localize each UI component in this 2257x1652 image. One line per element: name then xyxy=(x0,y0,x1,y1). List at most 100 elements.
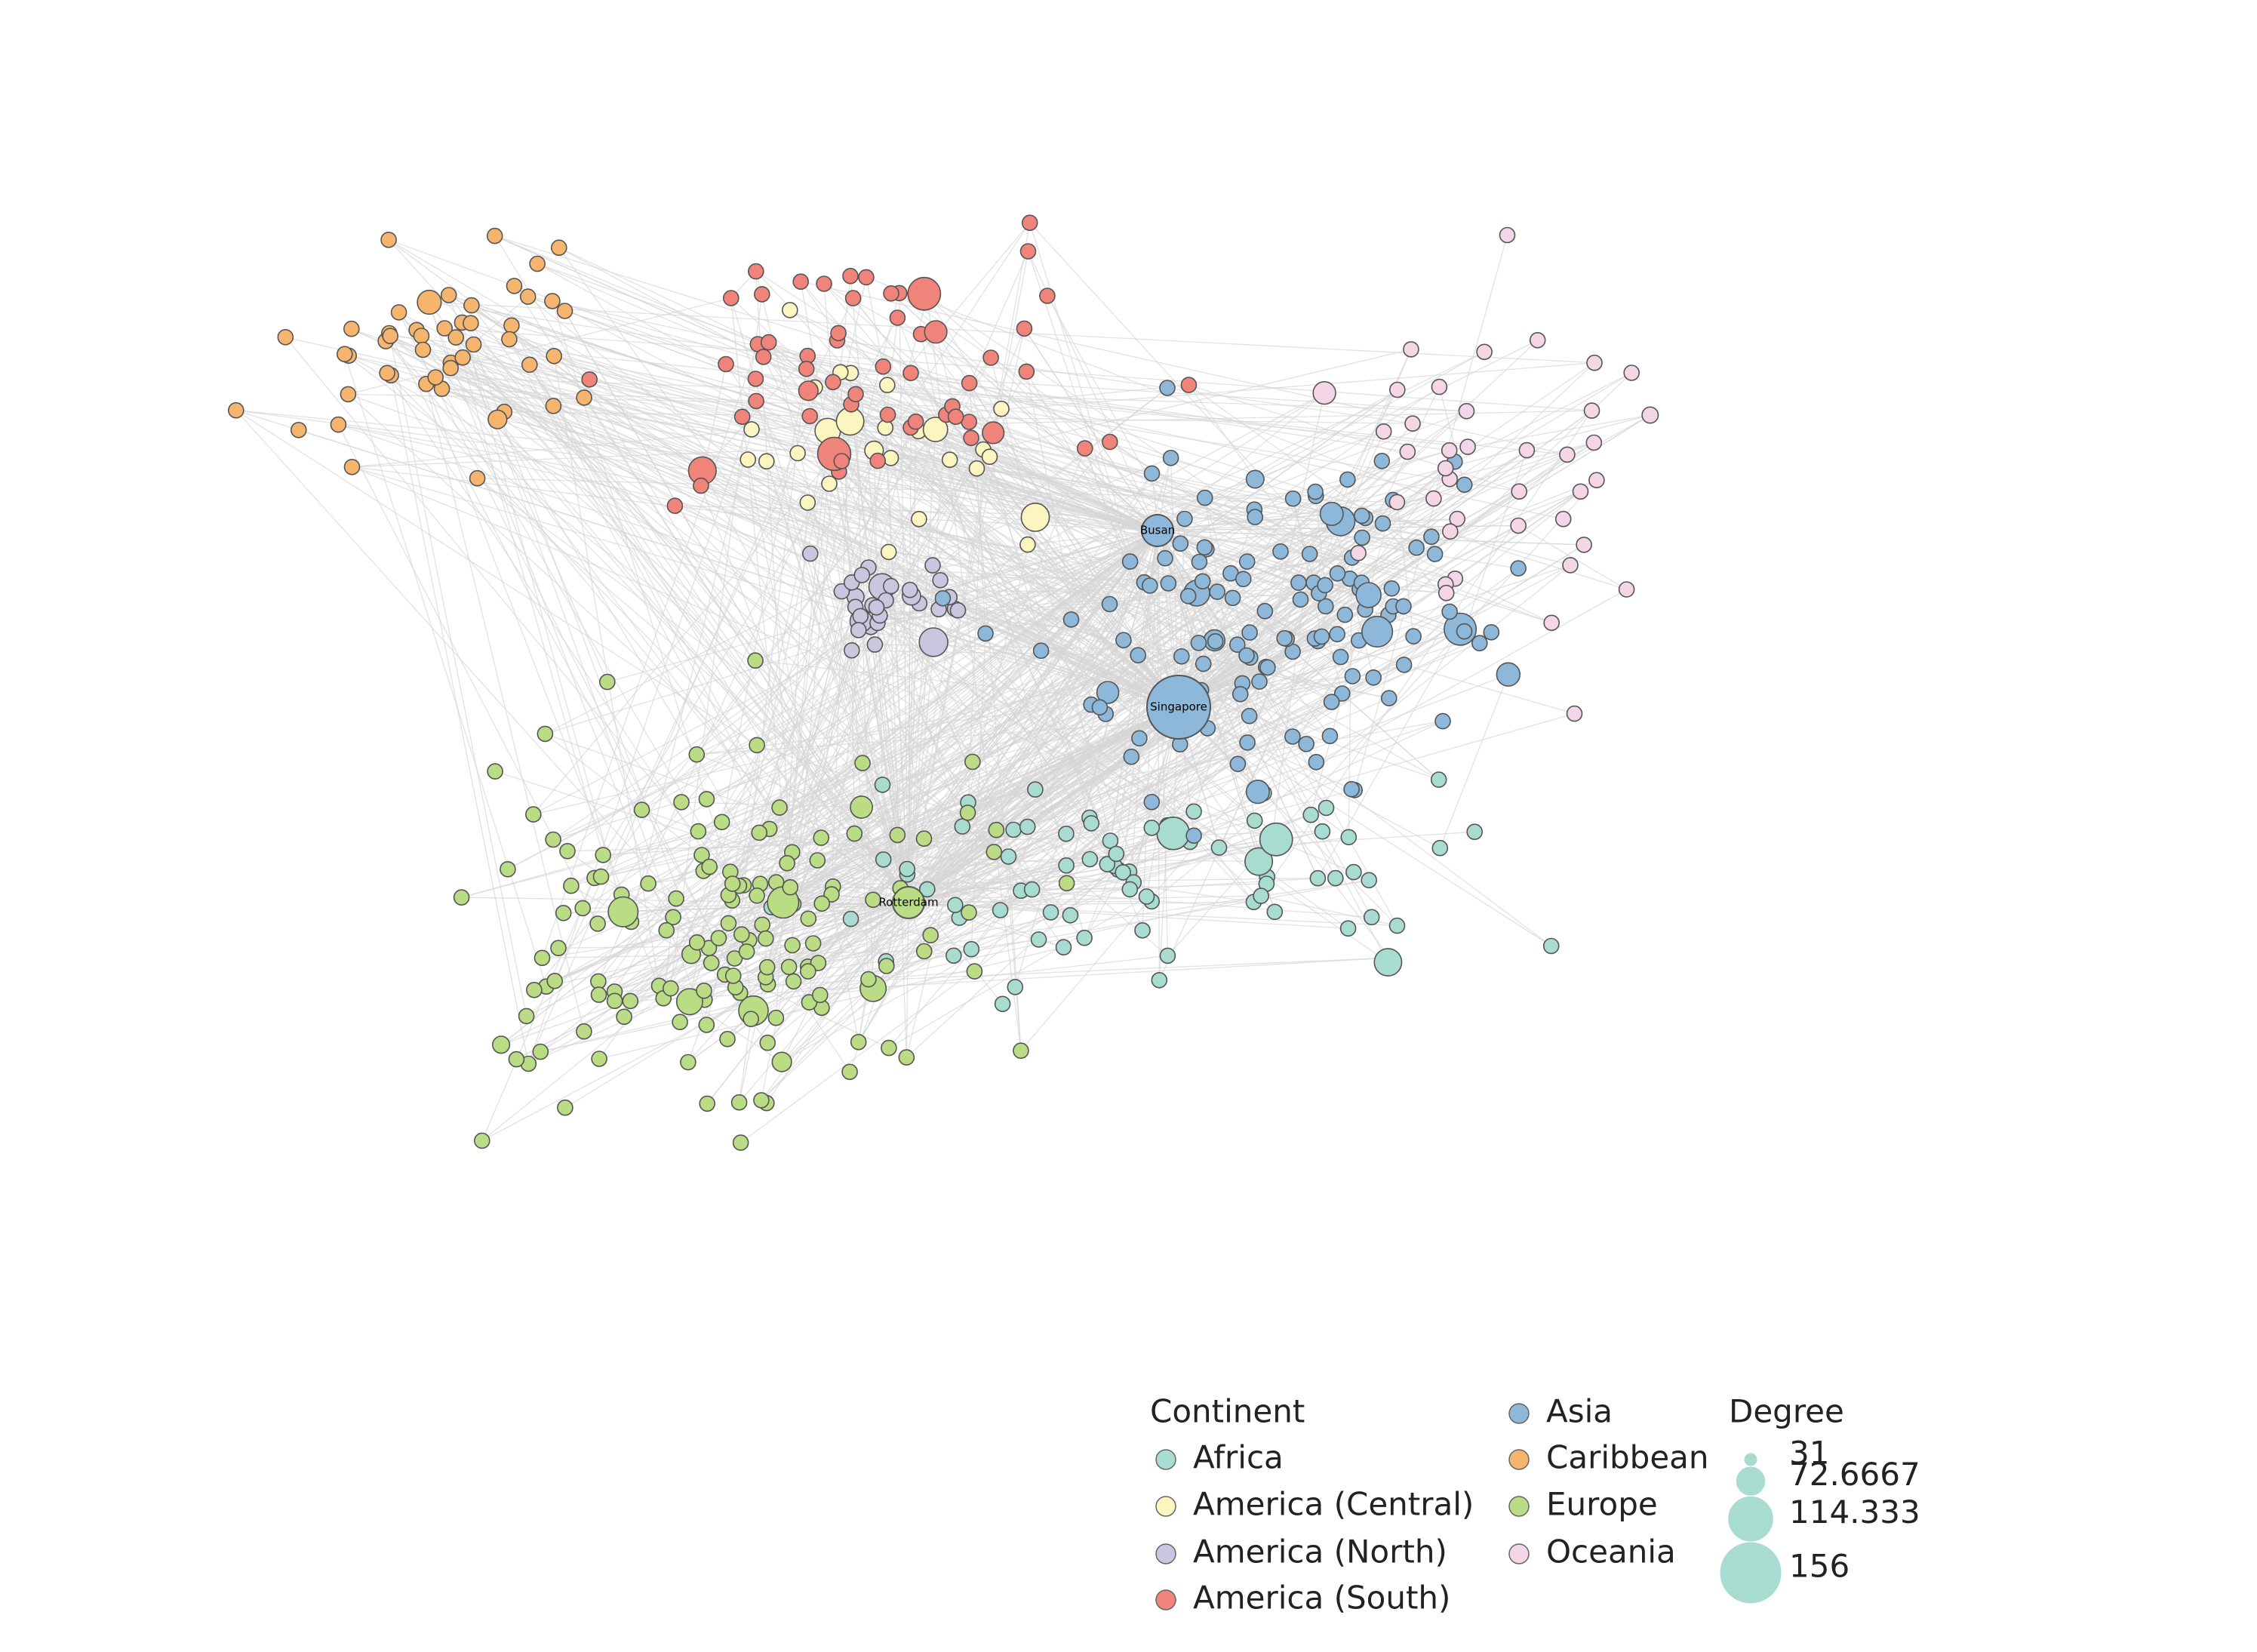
edge xyxy=(749,642,1481,941)
edge xyxy=(1047,295,1398,926)
node xyxy=(595,847,612,863)
edge xyxy=(663,427,886,999)
node xyxy=(732,1134,749,1151)
edge xyxy=(389,333,527,1017)
node xyxy=(1224,589,1241,607)
node xyxy=(1586,354,1603,371)
node xyxy=(640,875,656,892)
edge xyxy=(666,530,1158,931)
node xyxy=(524,806,542,823)
node xyxy=(771,1051,792,1072)
node xyxy=(941,451,958,469)
node xyxy=(519,288,537,305)
degree-size-label: 72.6667 xyxy=(1789,1456,1920,1493)
node xyxy=(589,915,606,932)
node xyxy=(1641,406,1659,424)
node xyxy=(1020,503,1050,532)
node xyxy=(915,943,933,960)
node xyxy=(503,317,520,334)
node-label: Singapore xyxy=(1150,700,1207,714)
node xyxy=(465,336,482,353)
node xyxy=(1332,648,1349,666)
node xyxy=(1554,510,1572,528)
node xyxy=(844,290,862,306)
node xyxy=(968,460,986,477)
node xyxy=(915,830,933,847)
edge xyxy=(533,222,1031,815)
edge xyxy=(389,335,755,1011)
hub-node xyxy=(1146,675,1211,740)
node xyxy=(947,408,964,426)
node xyxy=(889,309,906,326)
node xyxy=(844,641,860,659)
node xyxy=(487,409,508,429)
node xyxy=(804,935,822,952)
node xyxy=(1483,623,1500,641)
node xyxy=(1373,452,1391,469)
edge xyxy=(868,971,975,980)
node xyxy=(963,429,979,447)
node xyxy=(1572,483,1589,500)
node xyxy=(713,814,730,831)
edge xyxy=(1243,441,1594,580)
degree-size-swatch xyxy=(1728,1496,1773,1542)
node xyxy=(994,995,1011,1013)
edge xyxy=(348,297,731,395)
nodes: Singapore Busan Rotterdam xyxy=(227,214,1659,1151)
edge xyxy=(906,517,1036,1058)
edge xyxy=(1157,392,1325,531)
node xyxy=(959,804,976,821)
edge xyxy=(533,638,1285,815)
edge xyxy=(690,495,1317,955)
node xyxy=(1404,415,1421,432)
node xyxy=(1259,822,1293,857)
node-label: Rotterdam xyxy=(878,896,938,909)
node xyxy=(847,386,864,403)
node xyxy=(755,349,772,365)
edge xyxy=(497,419,784,903)
node xyxy=(576,389,592,406)
node xyxy=(879,406,896,423)
edge xyxy=(709,826,1028,868)
edge xyxy=(1157,340,1538,531)
edge xyxy=(235,410,758,746)
node xyxy=(782,878,799,896)
node xyxy=(1096,681,1120,704)
node xyxy=(343,458,361,475)
node xyxy=(733,926,750,943)
edge xyxy=(749,530,1158,941)
node xyxy=(1134,922,1151,939)
node xyxy=(1510,517,1527,534)
edge xyxy=(1354,450,1450,791)
node xyxy=(550,940,567,956)
edge xyxy=(689,1001,783,1063)
edge xyxy=(733,706,1179,977)
node xyxy=(759,1034,776,1051)
edge xyxy=(1438,386,1465,485)
node xyxy=(574,900,592,917)
node xyxy=(1374,515,1391,532)
node xyxy=(963,940,980,958)
node xyxy=(813,895,830,912)
node xyxy=(698,1017,715,1033)
node xyxy=(1518,441,1536,459)
node xyxy=(545,831,561,848)
node xyxy=(673,794,690,811)
node xyxy=(1005,821,1022,838)
node xyxy=(703,955,720,971)
edge xyxy=(792,806,862,853)
degree-size-label: 31 xyxy=(1789,1435,1829,1472)
node xyxy=(1499,226,1516,244)
edge xyxy=(554,355,1450,532)
edge xyxy=(731,706,1179,901)
edge xyxy=(597,826,1028,924)
node xyxy=(922,927,939,943)
node xyxy=(1292,591,1309,608)
edge xyxy=(733,408,1002,959)
node xyxy=(696,983,712,999)
node xyxy=(1143,793,1161,811)
edge xyxy=(908,735,1330,903)
edge xyxy=(923,530,1158,839)
node xyxy=(1388,494,1406,511)
